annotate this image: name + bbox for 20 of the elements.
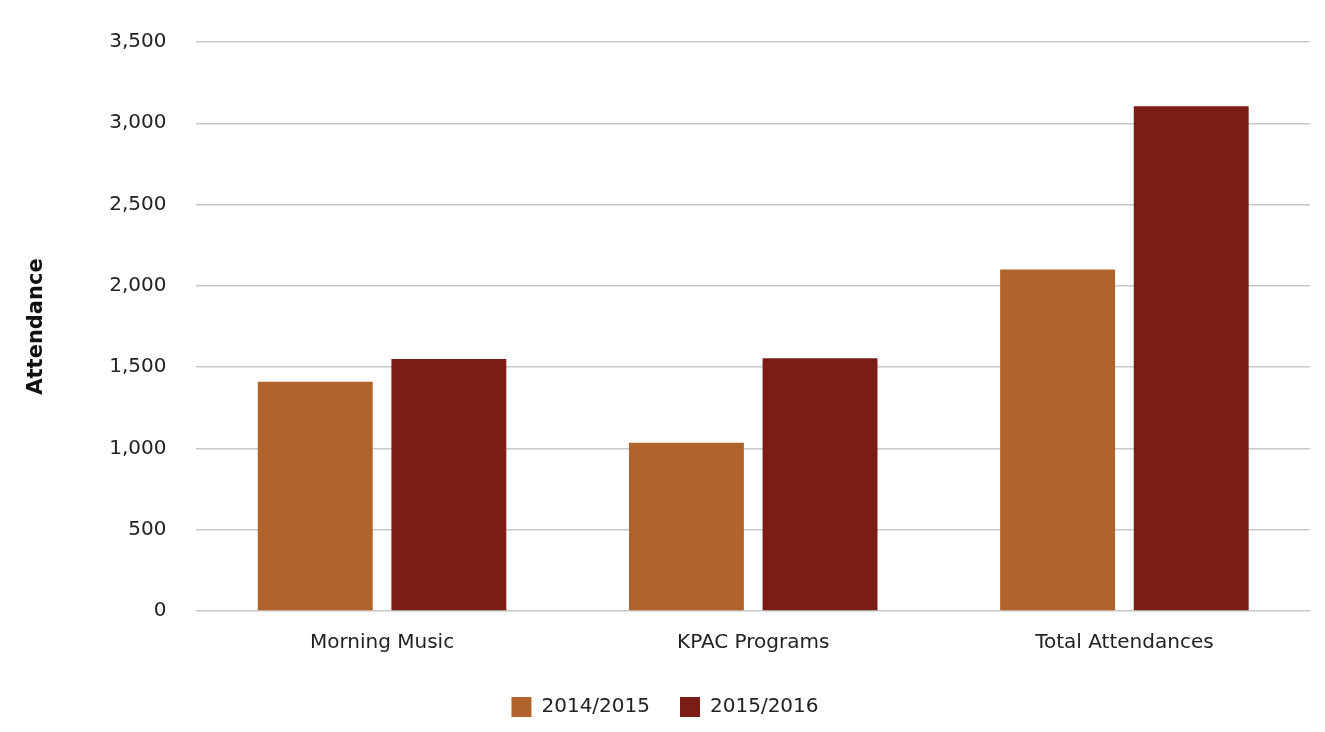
bar xyxy=(628,442,744,611)
y-tick-label: 1,000 xyxy=(109,434,167,459)
y-tick-label: 3,000 xyxy=(109,109,167,134)
y-tick-label: 1,500 xyxy=(109,353,167,378)
x-tick-label: Total Attendances xyxy=(1034,629,1214,654)
y-tick-label: 0 xyxy=(153,597,167,622)
bar xyxy=(391,359,507,611)
legend-label: 2014/2015 xyxy=(541,693,651,718)
legend-label: 2015/2016 xyxy=(710,693,819,718)
y-tick-label: 3,500 xyxy=(109,28,167,53)
bar xyxy=(1000,269,1116,611)
x-tick-label: KPAC Programs xyxy=(677,629,830,654)
bar xyxy=(1133,106,1249,611)
y-tick-label: 2,000 xyxy=(109,272,167,297)
y-tick-label: 2,500 xyxy=(109,190,167,215)
bar xyxy=(257,381,373,611)
y-tick-label: 500 xyxy=(128,515,167,540)
bar xyxy=(762,358,878,611)
x-tick-label: Morning Music xyxy=(309,629,455,654)
y-axis-title: Attendance xyxy=(23,258,48,395)
